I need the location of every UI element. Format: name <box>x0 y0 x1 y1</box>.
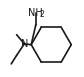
Text: 2: 2 <box>39 10 44 19</box>
Text: NH: NH <box>28 8 43 18</box>
Text: N: N <box>21 39 28 49</box>
